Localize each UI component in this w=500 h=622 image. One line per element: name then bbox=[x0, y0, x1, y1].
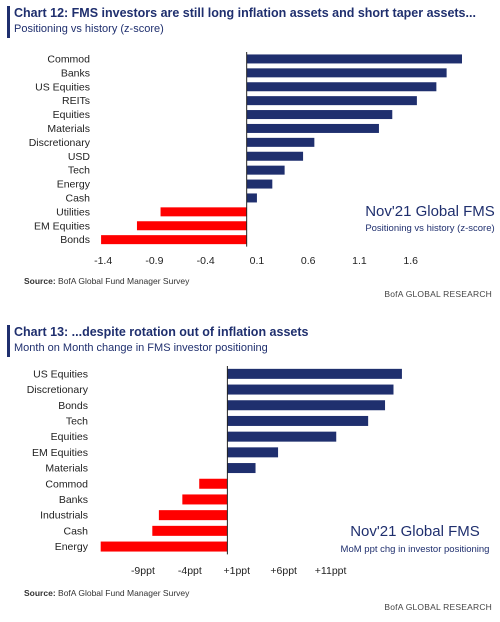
bar-materials bbox=[227, 463, 256, 474]
bar-industrials bbox=[158, 510, 228, 521]
bar-reits bbox=[246, 96, 417, 106]
x-tick-label: -9ppt bbox=[131, 565, 155, 577]
chart-13-plot: US Equities Discretionary Bonds Tech Equitie… bbox=[27, 366, 490, 577]
x-tick-label: 1.1 bbox=[352, 255, 367, 267]
chart-annotation-sub: MoM ppt chg in investor positioning bbox=[341, 544, 490, 555]
x-tick-label: -0.9 bbox=[145, 255, 163, 267]
category-label: REITs bbox=[62, 95, 90, 107]
category-label: Discretionary bbox=[27, 384, 89, 396]
category-label: USD bbox=[68, 151, 91, 163]
category-label: Equities bbox=[51, 431, 88, 443]
bar-materials bbox=[246, 123, 379, 133]
chart-annotation: Nov'21 Global FMS bbox=[350, 523, 480, 540]
category-label: Tech bbox=[66, 415, 88, 427]
x-tick-label: +11ppt bbox=[315, 565, 347, 577]
category-label: EM Equities bbox=[32, 447, 88, 459]
category-label: Tech bbox=[68, 165, 90, 177]
category-label: Energy bbox=[57, 179, 91, 191]
source-text: BofA Global Fund Manager Survey bbox=[58, 276, 190, 286]
category-label: Utilities bbox=[56, 206, 90, 218]
bar-banks bbox=[182, 494, 228, 505]
category-label: US Equities bbox=[35, 81, 90, 93]
bar-energy bbox=[100, 541, 228, 552]
x-tick-label: -1.4 bbox=[94, 255, 112, 267]
x-tick-label: 1.6 bbox=[403, 255, 418, 267]
category-label: Commod bbox=[47, 53, 90, 65]
bar-bonds bbox=[227, 400, 386, 411]
chart-13-panel: Chart 13: ...despite rotation out of inf… bbox=[0, 318, 500, 622]
bar-tech bbox=[227, 415, 369, 426]
bar-tech bbox=[246, 165, 285, 175]
bar-energy bbox=[246, 179, 273, 189]
chart-13-subtitle: Month on Month change in FMS investor po… bbox=[14, 342, 268, 354]
category-label: Cash bbox=[63, 525, 88, 537]
source-text: BofA Global Fund Manager Survey bbox=[58, 588, 190, 598]
bar-utilities bbox=[160, 207, 247, 217]
category-label: Discretionary bbox=[29, 137, 91, 149]
chart-12-subtitle: Positioning vs history (z-score) bbox=[14, 23, 164, 35]
category-label: EM Equities bbox=[34, 220, 90, 232]
chart-13-title: Chart 13: ...despite rotation out of inf… bbox=[14, 325, 309, 339]
x-tick-label: 0.6 bbox=[301, 255, 316, 267]
chart-annotation: Nov'21 Global FMS bbox=[365, 203, 495, 220]
category-label: Materials bbox=[45, 463, 88, 475]
x-tick-label: -0.4 bbox=[197, 255, 215, 267]
category-label: Commod bbox=[45, 478, 88, 490]
title-accent-bar bbox=[7, 325, 10, 357]
bar-banks bbox=[246, 68, 447, 78]
bar-us-equities bbox=[246, 82, 437, 92]
bar-usd bbox=[246, 151, 304, 161]
x-tick-label: +1ppt bbox=[223, 565, 250, 577]
chart-12-source: Source: BofA Global Fund Manager Survey bbox=[24, 276, 189, 286]
bar-bonds bbox=[101, 235, 247, 245]
category-label: Industrials bbox=[40, 510, 88, 522]
bar-equities bbox=[227, 431, 337, 442]
category-label: Banks bbox=[61, 67, 90, 79]
bar-em-equities bbox=[227, 447, 279, 458]
bar-cash bbox=[246, 193, 257, 203]
source-prefix: Source: bbox=[24, 588, 56, 598]
bar-commod bbox=[199, 478, 228, 489]
title-accent-bar bbox=[7, 6, 10, 38]
source-prefix: Source: bbox=[24, 276, 56, 286]
x-tick-label: +6ppt bbox=[270, 565, 297, 577]
category-label: Equities bbox=[53, 109, 90, 121]
chart-12-plot: Commod Banks US Equities REITs Equities Mater… bbox=[29, 52, 495, 267]
x-tick-label: -4ppt bbox=[178, 565, 202, 577]
chart-13-brand: BofA GLOBAL RESEARCH bbox=[384, 602, 492, 612]
chart-13-source: Source: BofA Global Fund Manager Survey bbox=[24, 588, 189, 598]
bar-discretionary bbox=[246, 137, 315, 147]
bar-us-equities bbox=[227, 368, 402, 379]
bar-em-equities bbox=[136, 221, 247, 231]
chart-12-brand: BofA GLOBAL RESEARCH bbox=[384, 289, 492, 299]
category-label: Bonds bbox=[58, 400, 88, 412]
chart-12-panel: Chart 12: FMS investors are still long i… bbox=[0, 0, 500, 310]
category-label: Cash bbox=[65, 192, 90, 204]
category-label: Materials bbox=[47, 123, 90, 135]
bar-discretionary bbox=[227, 384, 394, 395]
category-label: Banks bbox=[59, 494, 88, 506]
category-label: US Equities bbox=[33, 368, 88, 380]
x-tick-label: 0.1 bbox=[250, 255, 265, 267]
category-label: Bonds bbox=[60, 234, 90, 246]
bar-equities bbox=[246, 110, 393, 120]
bar-cash bbox=[152, 525, 228, 536]
bar-commod bbox=[246, 54, 462, 64]
category-label: Energy bbox=[55, 541, 89, 553]
chart-annotation-sub: Positioning vs history (z-score) bbox=[365, 223, 494, 234]
chart-12-title: Chart 12: FMS investors are still long i… bbox=[14, 6, 476, 20]
